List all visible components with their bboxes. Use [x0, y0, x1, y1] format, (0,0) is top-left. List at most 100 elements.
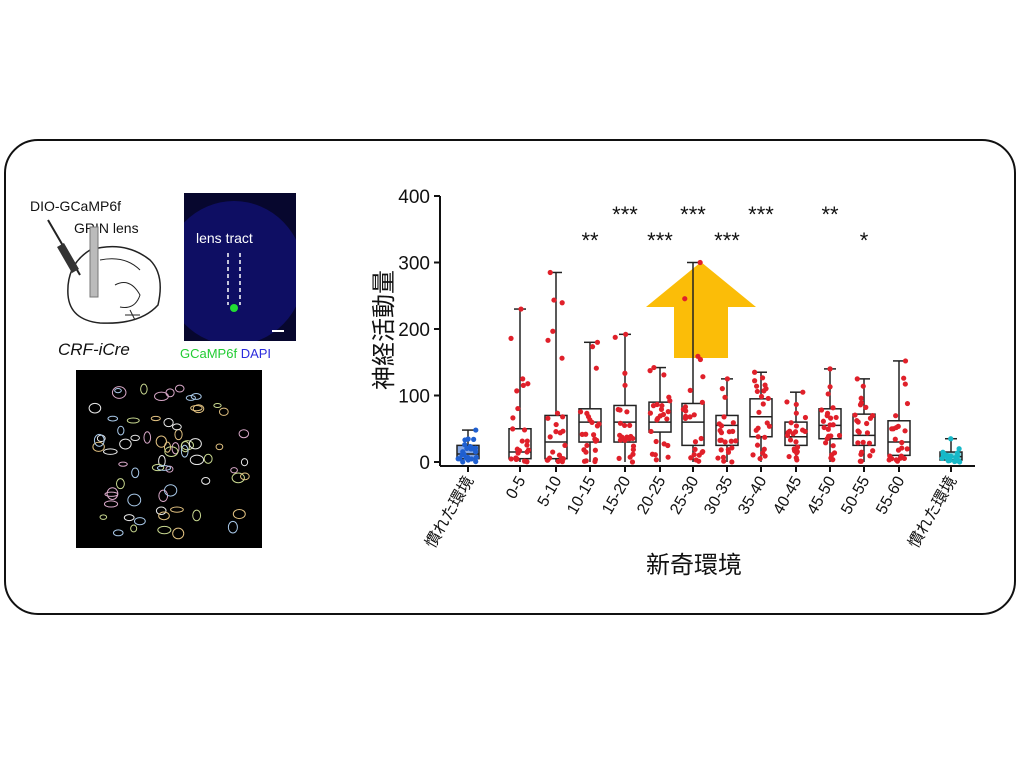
data-point [752, 378, 758, 384]
data-point [901, 375, 907, 381]
data-point [471, 436, 477, 442]
data-point [957, 459, 963, 465]
cell-contour [180, 444, 189, 458]
data-point [860, 383, 866, 389]
data-point [793, 439, 799, 445]
mouse-line-label: CRF-iCre [58, 340, 130, 359]
data-point [793, 401, 799, 408]
data-point [654, 417, 660, 423]
data-point [754, 442, 761, 448]
data-point [892, 436, 898, 442]
cell-contour [155, 435, 167, 448]
x-tick-label: 20-25 [634, 473, 669, 517]
cell-contour [151, 463, 165, 472]
cell-contour [163, 484, 178, 497]
cell-contour [215, 443, 224, 451]
data-point [761, 446, 767, 452]
data-point [682, 296, 688, 302]
cell-contour [203, 453, 213, 464]
data-point [698, 435, 704, 442]
data-point [818, 407, 825, 413]
data-point [784, 432, 791, 439]
significance-marker: *** [680, 202, 706, 227]
cell-contour [119, 438, 132, 450]
data-point [697, 259, 703, 266]
data-point [545, 337, 551, 343]
data-point [553, 429, 559, 435]
data-point [623, 331, 629, 337]
box [818, 408, 842, 440]
data-point [472, 449, 479, 455]
cell-contour [158, 511, 170, 521]
data-point [719, 386, 725, 392]
data-point [870, 448, 876, 454]
data-point [469, 445, 475, 451]
data-point [856, 429, 862, 435]
data-point [730, 420, 736, 426]
cell-contour [156, 465, 172, 471]
data-point [762, 434, 768, 440]
data-point [721, 458, 727, 464]
data-point [682, 404, 689, 410]
data-point [948, 436, 954, 442]
data-point [629, 459, 636, 465]
cell-contour [131, 467, 140, 479]
data-point [852, 412, 858, 418]
data-point [619, 434, 625, 440]
data-point [515, 405, 521, 412]
data-point [550, 449, 556, 455]
box [544, 414, 568, 460]
data-point [585, 414, 592, 420]
box [715, 414, 739, 447]
legend-dapi: DAPI [240, 346, 272, 361]
data-point [715, 455, 721, 461]
data-point [793, 450, 800, 456]
cell-contour [126, 417, 140, 424]
data-point [508, 335, 514, 341]
x-tick-label: 5-10 [535, 473, 566, 509]
x-tick-label: 55-60 [873, 473, 908, 517]
data-point [524, 442, 530, 448]
data-point [759, 375, 766, 381]
data-point [508, 456, 514, 462]
data-point [889, 456, 895, 462]
data-point [612, 334, 618, 340]
data-point [617, 420, 624, 426]
data-point [788, 420, 794, 426]
data-point [622, 370, 628, 376]
data-point [592, 447, 598, 453]
data-point [647, 410, 654, 416]
data-point [800, 389, 806, 395]
data-point [562, 442, 568, 448]
x-tick-label: 25-30 [667, 473, 702, 517]
cell-contour [164, 446, 179, 457]
data-point [583, 431, 589, 437]
data-point [756, 409, 762, 415]
data-point [589, 344, 596, 350]
data-point [622, 382, 628, 388]
data-point [661, 441, 667, 447]
cell-contour [107, 415, 119, 422]
box [681, 402, 705, 447]
cell-contour [174, 384, 185, 393]
data-point [733, 438, 739, 444]
data-point [559, 355, 565, 361]
cell-contour [158, 454, 166, 467]
data-point [697, 356, 703, 363]
data-point [824, 410, 831, 416]
data-point [893, 457, 899, 463]
data-point [750, 452, 756, 458]
data-point [592, 436, 598, 442]
x-tick-label: 15-20 [599, 473, 634, 517]
data-point [902, 428, 908, 434]
data-point [649, 451, 656, 457]
data-point [647, 368, 653, 374]
y-tick-label: 400 [398, 187, 430, 208]
legend-gcamp: GCaMP6f [180, 346, 238, 361]
data-point [718, 447, 724, 453]
data-point [594, 423, 601, 429]
data-point [691, 412, 697, 418]
cell-contour [102, 448, 118, 455]
cell-contour [99, 514, 108, 520]
significance-marker: ** [821, 202, 839, 227]
